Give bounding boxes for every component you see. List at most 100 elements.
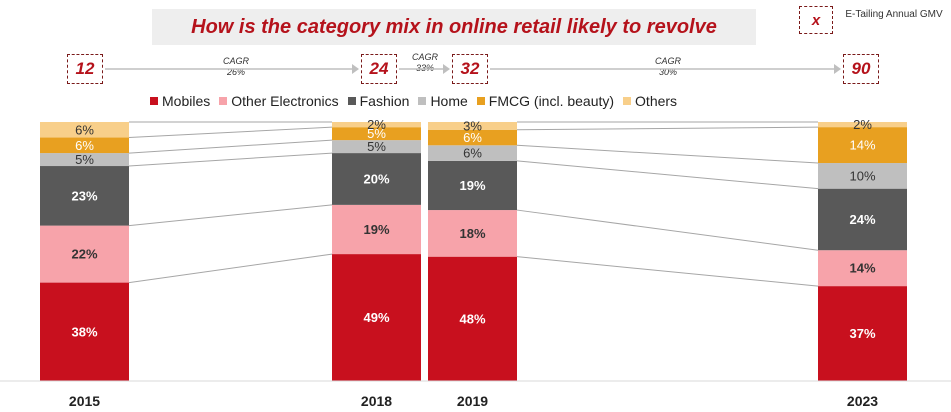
chart-legend: Mobiles Other Electronics Fashion Home FMCG … — [150, 93, 677, 109]
legend-label: Fashion — [359, 93, 410, 109]
legend-swatch — [347, 97, 356, 105]
bar-2019-fashion — [428, 160, 517, 211]
legend-swatch — [418, 97, 427, 105]
x-tick-label: 2023 — [847, 393, 878, 409]
cagr-label: CAGR — [654, 56, 681, 66]
data-label: 6% — [463, 130, 482, 145]
bar-2018-other-electronics — [332, 204, 421, 255]
gmv-2023: 90 — [843, 54, 879, 84]
gmv-2019: 32 — [452, 54, 488, 84]
legend-swatch — [623, 97, 632, 105]
gmv-key-symbol: x — [799, 6, 833, 34]
legend-label: Others — [635, 93, 678, 109]
gmv-2015: 12 — [67, 54, 103, 84]
data-label: 5% — [367, 126, 386, 141]
data-label: 23% — [71, 188, 97, 203]
data-label: 6% — [75, 138, 94, 153]
data-label: 48% — [459, 311, 485, 326]
connector-line — [516, 209, 819, 251]
bar-2015-mobiles — [40, 282, 129, 381]
bar-2019-fmcg-incl-beauty — [428, 129, 517, 146]
data-label: 37% — [849, 326, 875, 341]
legend-label: Home — [430, 93, 468, 109]
legend-item-others: Others — [623, 93, 677, 109]
x-tick-label: 2019 — [457, 393, 488, 409]
connector-line — [128, 126, 333, 139]
connector-line — [128, 139, 333, 154]
x-tick-label: 2015 — [69, 393, 100, 409]
bar-2018-home — [332, 140, 421, 154]
title-banner: How is the category mix in online retail… — [152, 9, 756, 45]
legend-item-fashion: Fashion — [347, 93, 410, 109]
data-label: 2% — [853, 117, 872, 132]
chart-title: How is the category mix in online retail… — [191, 15, 717, 38]
cagr-2015-2018: CAGR 26% — [208, 56, 264, 78]
legend-swatch — [219, 97, 228, 105]
legend-swatch — [150, 97, 158, 105]
legend-item-other-electronics: Other Electronics — [219, 93, 339, 109]
connector-line — [516, 144, 819, 164]
gmv-key-label: E-Tailing Annual GMV — [845, 9, 943, 20]
bar-2018-mobiles — [332, 254, 421, 381]
bar-2019-home — [428, 145, 517, 161]
bar-2018-others — [332, 122, 421, 128]
connector-line — [516, 126, 819, 131]
data-label: 18% — [459, 226, 485, 241]
legend-label: Mobiles — [162, 93, 211, 109]
legend-item-fmcg-incl-beauty: FMCG (incl. beauty) — [476, 93, 615, 109]
cagr-label: CAGR — [222, 56, 249, 66]
bar-2015-fmcg-incl-beauty — [40, 137, 129, 154]
x-tick-label: 2018 — [361, 393, 392, 409]
connector-line — [128, 152, 333, 167]
bar-2019-mobiles — [428, 256, 517, 381]
data-label: 2% — [367, 117, 386, 132]
data-label: 14% — [849, 138, 875, 153]
bar-2018-fmcg-incl-beauty — [332, 127, 421, 141]
bar-2023-fmcg-incl-beauty — [818, 127, 907, 164]
legend-item-mobiles: Mobiles — [150, 93, 210, 109]
legend-item-home: Home — [418, 93, 468, 109]
data-label: 19% — [363, 222, 389, 237]
data-label: 3% — [463, 118, 482, 133]
connector-line — [516, 160, 819, 190]
legend-label: Other Electronics — [231, 93, 339, 109]
data-label: 5% — [367, 139, 386, 154]
cagr-2019-2023: CAGR 30% — [640, 56, 696, 78]
legend-swatch — [476, 97, 485, 105]
bar-2019-others — [428, 122, 517, 130]
cagr-2018-2019: CAGR 33% — [398, 52, 452, 74]
connector-line — [516, 256, 819, 287]
data-label: 5% — [75, 152, 94, 167]
bar-2019-other-electronics — [428, 210, 517, 257]
connector-line — [128, 253, 333, 284]
bar-2023-fashion — [818, 188, 907, 251]
data-label: 10% — [849, 168, 875, 183]
gmv-2018: 24 — [361, 54, 397, 84]
bar-2023-mobiles — [818, 286, 907, 381]
bar-2015-other-electronics — [40, 225, 129, 283]
arrowhead-icon — [834, 64, 841, 74]
data-label: 6% — [75, 122, 94, 137]
legend-label: FMCG (incl. beauty) — [488, 93, 615, 109]
arrowhead-icon — [443, 64, 450, 74]
bar-2023-others — [818, 122, 907, 128]
bar-2015-fashion — [40, 166, 129, 226]
bar-2018-fashion — [332, 153, 421, 205]
data-label: 20% — [363, 171, 389, 186]
data-label: 38% — [71, 324, 97, 339]
cagr-value: 26% — [226, 67, 245, 77]
connector-line — [128, 204, 333, 227]
cagr-value: 33% — [415, 63, 434, 73]
bar-2023-home — [818, 163, 907, 189]
data-label: 24% — [849, 212, 875, 227]
bar-2023-other-electronics — [818, 250, 907, 287]
data-label: 49% — [363, 310, 389, 325]
cagr-value: 30% — [658, 67, 677, 77]
data-label: 6% — [463, 146, 482, 161]
data-label: 22% — [71, 247, 97, 262]
data-label: 19% — [459, 178, 485, 193]
bar-2015-home — [40, 153, 129, 167]
bar-2015-others — [40, 122, 129, 138]
cagr-label: CAGR — [411, 52, 438, 62]
